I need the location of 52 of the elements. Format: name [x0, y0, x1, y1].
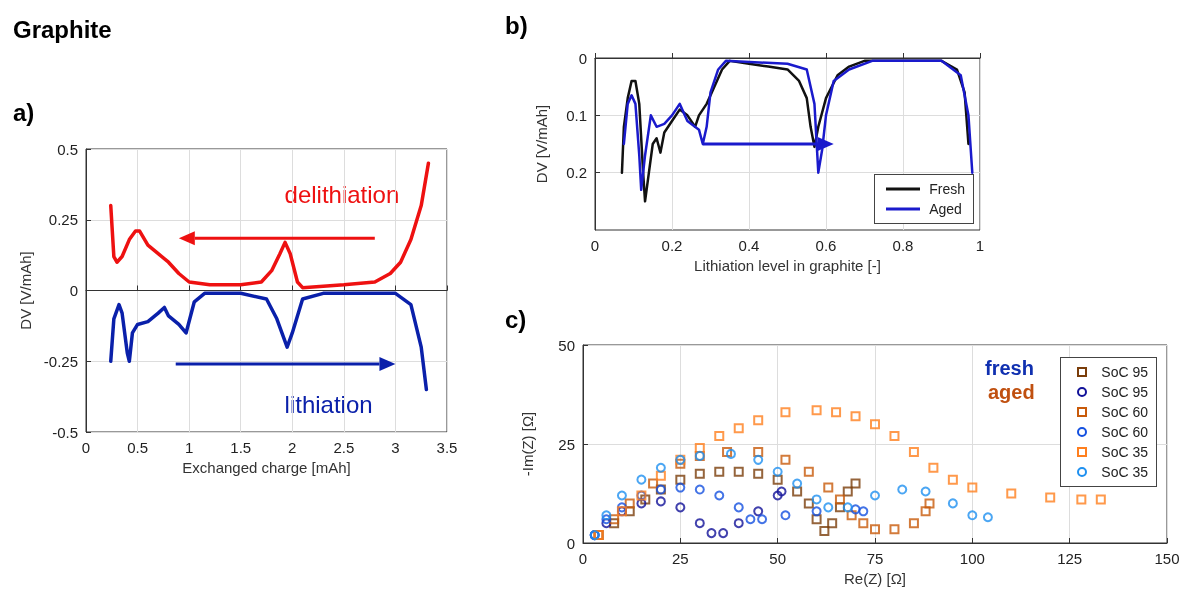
x-tick-label: 1 — [184, 439, 194, 456]
legend-label: SoC 60 — [1101, 423, 1148, 442]
annotation: fresh — [985, 357, 1034, 379]
chart-title: b) — [505, 11, 528, 39]
x-tick-label: 0 — [81, 439, 91, 456]
y-tick-label: -0.5 — [52, 423, 78, 441]
y-tick-label: 0 — [566, 534, 575, 552]
y-tick-label: 0 — [69, 282, 78, 299]
x-tick-label: 50 — [769, 550, 787, 567]
x-tick-label: 2 — [288, 439, 297, 456]
x-tick-label: 3 — [391, 439, 400, 456]
chart-title: Graphite — [13, 15, 112, 43]
legend-label: Fresh — [929, 180, 965, 199]
x-axis-title: Re(Z) [Ω] — [843, 570, 907, 587]
y-axis-title: -Im(Z) [Ω] — [519, 411, 536, 477]
series-label: delithiation — [284, 181, 400, 209]
x-tick-label: 0.4 — [738, 237, 760, 254]
y-tick-label: 0.1 — [566, 106, 587, 124]
chart-title: c) — [505, 305, 527, 333]
legend-label: SoC 60 — [1101, 403, 1148, 422]
legend-label: SoC 35 — [1101, 443, 1148, 462]
y-tick-label: 0 — [578, 49, 587, 67]
x-axis-title: Lithiation level in graphite [-] — [694, 257, 881, 274]
x-axis-title: Exchanged charge [mAh] — [182, 459, 351, 476]
x-tick-label: 25 — [671, 550, 689, 567]
x-tick-label: 0.6 — [815, 237, 837, 254]
x-tick-label: 75 — [866, 550, 884, 567]
x-tick-label: 1 — [975, 237, 985, 254]
x-tick-label: 3.5 — [436, 439, 458, 456]
x-tick-label: 125 — [1057, 550, 1083, 567]
y-tick-label: 50 — [558, 336, 575, 354]
legend-label: lithiation — [284, 390, 373, 418]
y-tick-label: 0.25 — [48, 211, 78, 229]
y-axis-title: DV [V/mAh] — [533, 104, 550, 184]
x-tick-label: 150 — [1154, 550, 1180, 567]
x-tick-label: 0.2 — [661, 237, 683, 254]
chart-subtitle: a) — [13, 98, 35, 126]
x-tick-label: 0 — [590, 237, 600, 254]
legend-label: SoC 35 — [1101, 463, 1148, 482]
annotation: aged — [988, 381, 1035, 403]
y-tick-label: 0.2 — [566, 164, 587, 182]
x-tick-label: 0.8 — [892, 237, 914, 254]
x-tick-label: 1.5 — [230, 439, 252, 456]
legend-label: Aged — [929, 200, 962, 219]
x-tick-label: 100 — [959, 550, 985, 567]
y-axis-title: DV [V/mAh] — [16, 251, 34, 330]
legend-label: SoC 95 — [1101, 363, 1148, 382]
legend-label: SoC 95 — [1101, 383, 1148, 402]
y-tick-label: 0.5 — [57, 140, 78, 158]
y-tick-label: -0.25 — [43, 352, 78, 370]
x-tick-label: 0.5 — [127, 439, 148, 456]
x-tick-label: 2.5 — [333, 439, 355, 456]
